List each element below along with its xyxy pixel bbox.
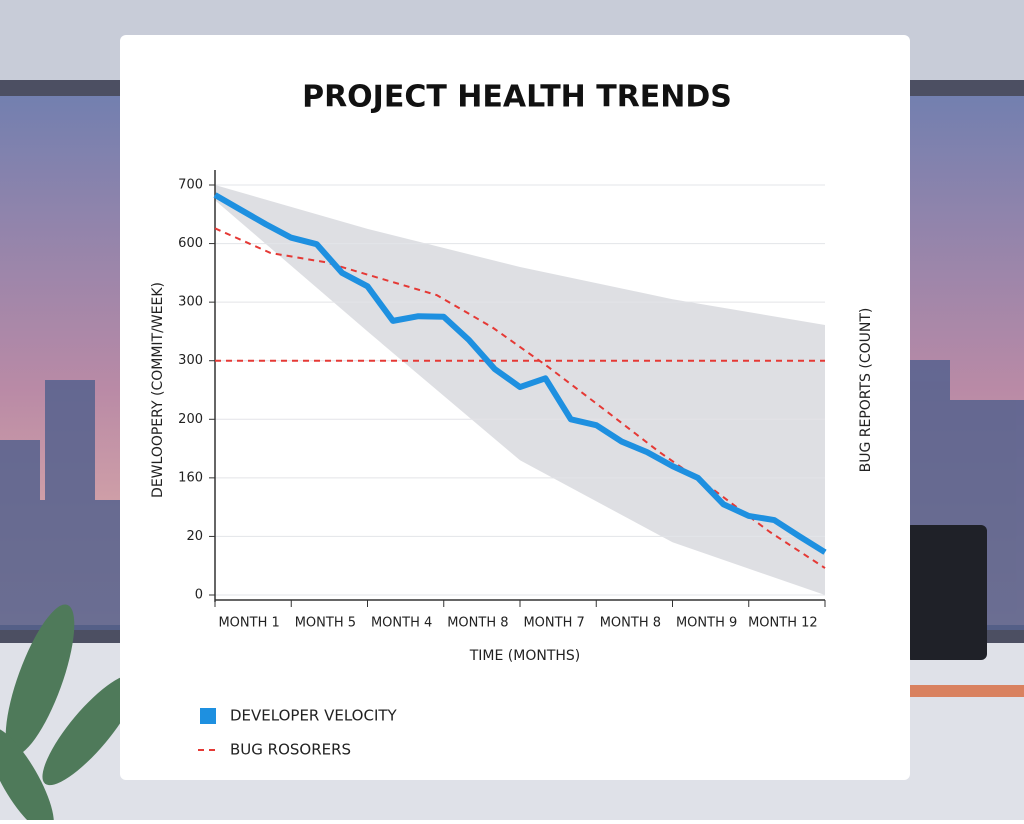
series-line: [213, 192, 827, 555]
y-axis-label: DEWLOOPERY (COMMIT/WEEK): [150, 282, 166, 498]
chart-title: PROJECT HEALTH TRENDS: [302, 80, 732, 115]
plot: 0 20 160 200 300 300 600 700 MONTH 1 MONTH 5 MONTH…: [178, 170, 827, 759]
x-tick-label: MONTH 5: [295, 616, 356, 631]
x-tick-label: MONTH 12: [748, 616, 818, 631]
y-tick-label: 700: [178, 178, 203, 193]
y-tick-label: 300: [178, 295, 203, 310]
monitor: [905, 525, 987, 660]
x-tick-label: MONTH 9: [676, 616, 737, 631]
y-tick-label: 160: [178, 470, 203, 485]
y-tick-label: 20: [186, 529, 203, 544]
x-tick-label: MONTH 4: [371, 616, 432, 631]
y2-axis-label: BUG REPORTS (COUNT): [858, 308, 874, 473]
y-tick-label: 0: [195, 588, 203, 603]
y-tick-label: 600: [178, 236, 203, 251]
y-tick-label: 300: [178, 353, 203, 368]
legend-label: DEVELOPER VELOCITY: [230, 707, 398, 725]
x-tick-label: MONTH 1: [218, 616, 279, 631]
x-tick-label: MONTH 8: [600, 616, 661, 631]
plant: [0, 604, 138, 824]
desk: [910, 685, 1024, 697]
x-tick-label: MONTH 8: [447, 616, 508, 631]
x-tick-label: MONTH 7: [523, 616, 584, 631]
legend-swatch: [200, 708, 216, 724]
city: [0, 360, 1024, 630]
series-line: [214, 227, 826, 569]
legend-label: BUG ROSORERS: [230, 741, 351, 759]
y-tick-label: 200: [178, 412, 203, 427]
x-axis-label: TIME (MONTHS): [469, 648, 581, 664]
